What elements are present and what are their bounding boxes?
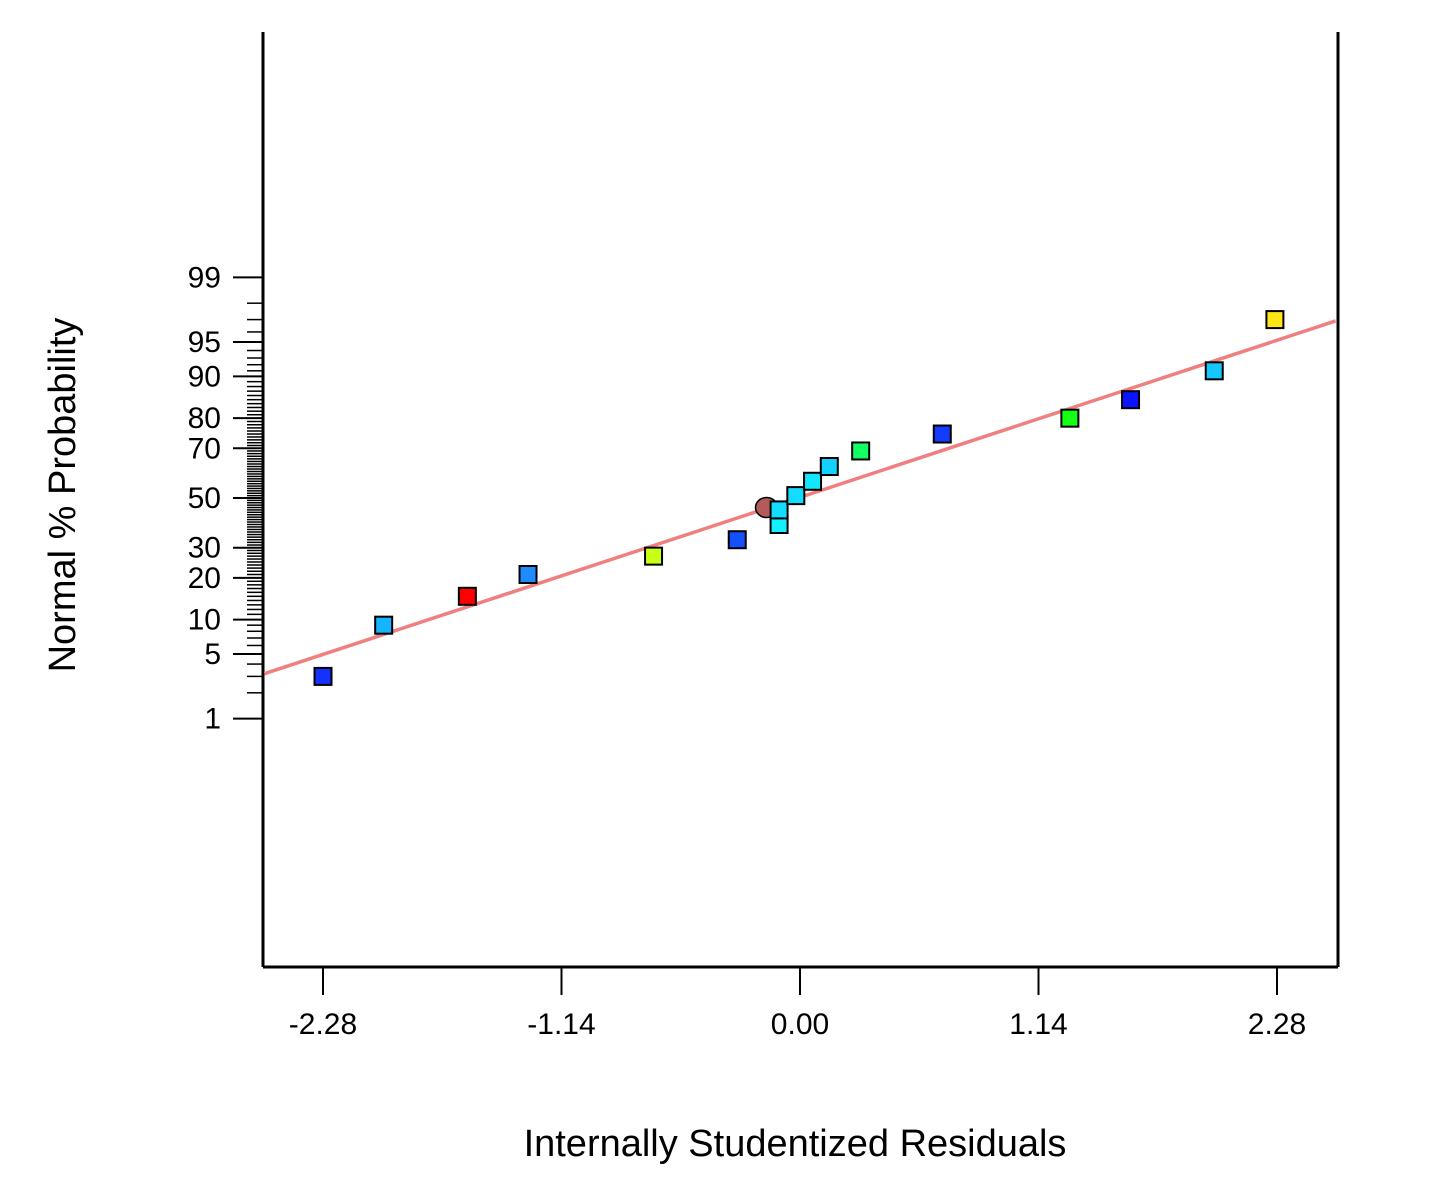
data-point bbox=[313, 666, 333, 686]
y-tick-label: 90 bbox=[188, 360, 221, 393]
y-axis-title: Normal % Probability bbox=[42, 318, 84, 673]
y-tick-label: 95 bbox=[188, 326, 221, 359]
data-point bbox=[851, 441, 871, 461]
data-point bbox=[803, 471, 823, 491]
y-minor-ticks bbox=[247, 302, 263, 694]
y-tick-label: 50 bbox=[188, 482, 221, 515]
data-point bbox=[374, 615, 394, 635]
y-tick-label: 30 bbox=[188, 532, 221, 565]
data-point bbox=[1265, 310, 1285, 330]
y-tick-label: 80 bbox=[188, 402, 221, 435]
data-point bbox=[932, 424, 952, 444]
data-point bbox=[786, 486, 806, 506]
data-point bbox=[644, 546, 664, 566]
data-point bbox=[1204, 361, 1224, 381]
y-tick-label: 10 bbox=[188, 604, 221, 637]
data-point bbox=[457, 586, 477, 606]
data-point bbox=[1060, 408, 1080, 428]
x-tick-label: 2.28 bbox=[1248, 1008, 1306, 1041]
data-point bbox=[727, 530, 747, 550]
x-tick-label: 1.14 bbox=[1009, 1008, 1067, 1041]
y-tick-label: 20 bbox=[188, 562, 221, 595]
x-axis-ticks: -2.28 -1.14 0.00 1.14 2.28 bbox=[289, 967, 1306, 1041]
y-tick-label: 5 bbox=[204, 638, 221, 671]
x-tick-label: -1.14 bbox=[527, 1008, 595, 1041]
data-point bbox=[1121, 390, 1141, 410]
x-axis-title: Internally Studentized Residuals bbox=[524, 1123, 1067, 1165]
y-tick-label: 70 bbox=[188, 432, 221, 465]
y-tick-label: 99 bbox=[188, 261, 221, 294]
x-tick-label: 0.00 bbox=[771, 1008, 829, 1041]
data-point bbox=[518, 564, 538, 584]
data-points bbox=[313, 310, 1285, 686]
data-point bbox=[819, 457, 839, 477]
y-tick-label: 1 bbox=[204, 703, 221, 736]
data-point bbox=[769, 500, 789, 520]
x-tick-label: -2.28 bbox=[289, 1008, 357, 1041]
